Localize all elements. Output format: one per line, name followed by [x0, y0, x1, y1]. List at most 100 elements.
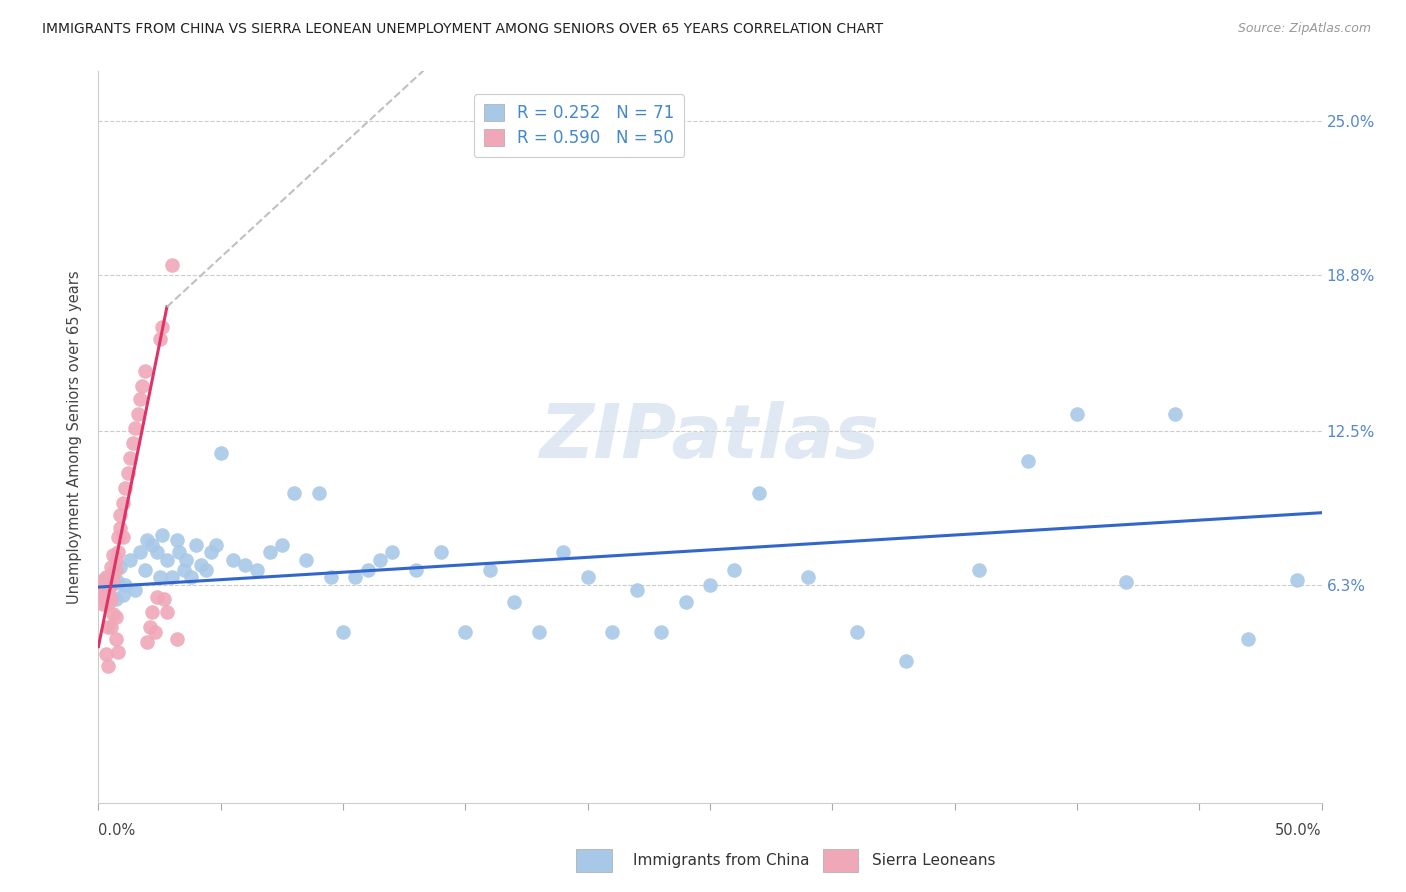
Y-axis label: Unemployment Among Seniors over 65 years: Unemployment Among Seniors over 65 years: [67, 270, 83, 604]
Point: [129, 545, 152, 559]
Text: ZIPatlas: ZIPatlas: [540, 401, 880, 474]
Point: [104, 553, 127, 567]
Point: [104, 563, 127, 577]
Point: [1017, 453, 1039, 467]
Point: [246, 563, 269, 577]
Point: [149, 570, 172, 584]
Point: [600, 624, 623, 639]
Point: [100, 577, 122, 591]
Point: [134, 563, 156, 577]
Point: [894, 655, 917, 669]
Point: [107, 545, 129, 559]
Point: [967, 563, 990, 577]
Point: [146, 545, 169, 559]
Point: [129, 392, 152, 406]
Point: [114, 481, 136, 495]
Point: [797, 570, 820, 584]
Point: [166, 533, 188, 547]
Legend: R = 0.252   N = 71, R = 0.590   N = 50: R = 0.252 N = 71, R = 0.590 N = 50: [474, 95, 685, 157]
Point: [91, 598, 114, 612]
Point: [91, 575, 114, 590]
Point: [1237, 632, 1260, 647]
Point: [160, 570, 183, 584]
Point: [97, 585, 120, 599]
Point: [117, 466, 139, 480]
Point: [699, 577, 721, 591]
Point: [723, 563, 745, 577]
Point: [308, 486, 330, 500]
Text: 0.0%: 0.0%: [98, 822, 135, 838]
Point: [176, 553, 198, 567]
Point: [153, 592, 176, 607]
Point: [111, 496, 134, 510]
Point: [143, 624, 166, 639]
Point: [576, 570, 599, 584]
Point: [344, 570, 367, 584]
Point: [124, 421, 146, 435]
Point: [91, 573, 114, 587]
Point: [205, 538, 228, 552]
Point: [1286, 573, 1309, 587]
Point: [150, 528, 173, 542]
Point: [186, 538, 208, 552]
Point: [626, 582, 648, 597]
Point: [136, 533, 159, 547]
Point: [454, 624, 477, 639]
Point: [104, 610, 127, 624]
Point: [527, 624, 550, 639]
Point: [94, 570, 117, 584]
Point: [101, 565, 124, 579]
Point: [675, 595, 697, 609]
Point: [134, 364, 156, 378]
Point: [1115, 575, 1137, 590]
Point: [107, 575, 129, 590]
Point: [503, 595, 526, 609]
Point: [650, 624, 672, 639]
Point: [104, 632, 127, 647]
Text: Source: ZipAtlas.com: Source: ZipAtlas.com: [1237, 22, 1371, 36]
Point: [166, 632, 188, 647]
Point: [101, 548, 124, 562]
Point: [283, 486, 305, 500]
Point: [180, 570, 202, 584]
Point: [141, 538, 163, 552]
Point: [146, 590, 169, 604]
Point: [233, 558, 256, 572]
Point: [141, 605, 163, 619]
Point: [209, 446, 232, 460]
Point: [110, 560, 132, 574]
Point: [478, 563, 501, 577]
Point: [1066, 407, 1088, 421]
Point: [97, 620, 120, 634]
Point: [94, 595, 117, 609]
Point: [430, 545, 453, 559]
Point: [356, 563, 378, 577]
Point: [156, 605, 179, 619]
Point: [100, 560, 122, 574]
Point: [131, 379, 153, 393]
Point: [748, 486, 770, 500]
Text: 50.0%: 50.0%: [1275, 822, 1322, 838]
Point: [136, 634, 159, 648]
Point: [222, 553, 245, 567]
Point: [200, 545, 222, 559]
Point: [90, 590, 112, 604]
Point: [101, 607, 124, 622]
Text: Immigrants from China: Immigrants from China: [633, 854, 810, 868]
Point: [94, 580, 117, 594]
Point: [100, 620, 122, 634]
Point: [173, 563, 195, 577]
Point: [120, 553, 142, 567]
Text: Sierra Leoneans: Sierra Leoneans: [872, 854, 995, 868]
Point: [368, 553, 391, 567]
Point: [160, 258, 183, 272]
Point: [90, 582, 112, 597]
Text: IMMIGRANTS FROM CHINA VS SIERRA LEONEAN UNEMPLOYMENT AMONG SENIORS OVER 65 YEARS: IMMIGRANTS FROM CHINA VS SIERRA LEONEAN …: [42, 22, 883, 37]
Point: [127, 407, 149, 421]
Point: [295, 553, 318, 567]
Point: [156, 553, 179, 567]
Point: [94, 585, 117, 599]
Point: [259, 545, 281, 559]
Point: [270, 538, 294, 552]
Point: [845, 624, 868, 639]
